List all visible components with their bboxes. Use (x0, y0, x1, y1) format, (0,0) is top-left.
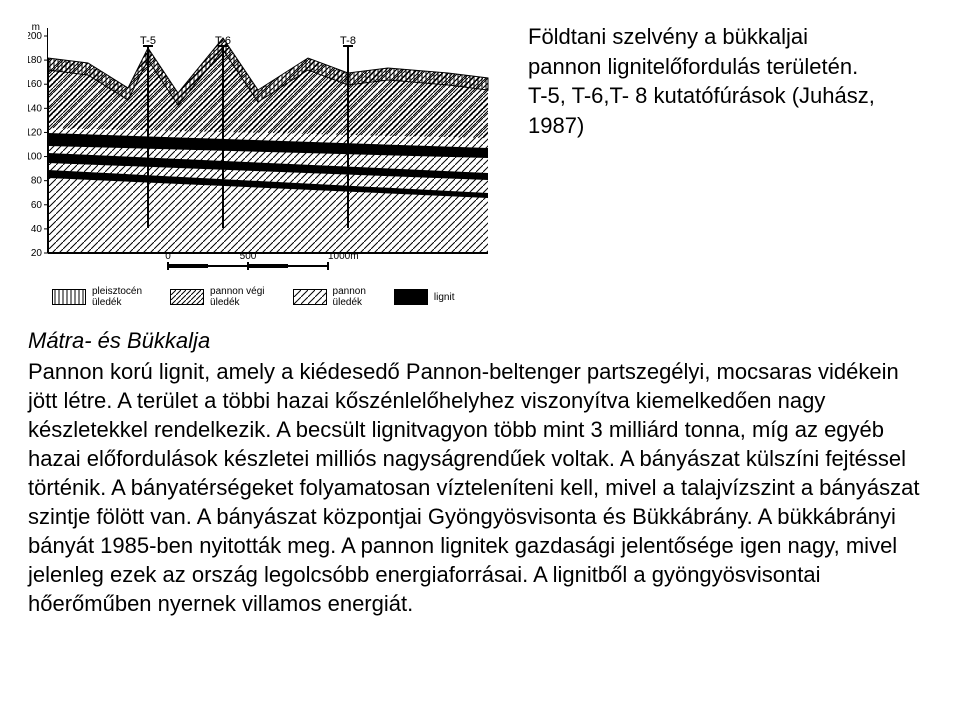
legend-pannon: pannon üledék (293, 286, 366, 308)
legend-pannon-vegi: pannon végi üledék (170, 286, 265, 308)
caption-line: Földtani szelvény a bükkaljai (528, 22, 932, 52)
svg-text:20: 20 (31, 248, 43, 259)
svg-text:T-8: T-8 (340, 35, 356, 47)
legend-label: pannon végi üledék (210, 286, 265, 308)
legend-label: pleisztocén üledék (92, 286, 142, 308)
legend-label: lignit (434, 292, 455, 303)
scale-500: 500 (240, 251, 257, 262)
legend-label: pannon üledék (333, 286, 366, 308)
svg-text:100: 100 (28, 152, 42, 163)
legend-pleistocene: pleisztocén üledék (52, 286, 142, 308)
svg-text:T-5: T-5 (140, 35, 156, 47)
geological-cross-section: m 20018016014012010080604020 T-5T-6T-8 (28, 18, 508, 278)
caption-line: pannon lignitelőfordulás területén. (528, 52, 932, 82)
cross-section-svg: m 20018016014012010080604020 T-5T-6T-8 (28, 18, 508, 278)
pannon-vegi-swatch (170, 289, 204, 305)
body-text: Mátra- és Bükkalja Pannon korú lignit, a… (28, 326, 932, 618)
svg-text:60: 60 (31, 200, 43, 211)
pleistocene-swatch (52, 289, 86, 305)
svg-text:T-6: T-6 (215, 35, 231, 47)
svg-text:80: 80 (31, 176, 43, 187)
pannon-swatch (293, 289, 327, 305)
svg-text:180: 180 (28, 55, 42, 66)
svg-text:160: 160 (28, 79, 42, 90)
scale-0: 0 (165, 251, 171, 262)
section-heading: Mátra- és Bükkalja (28, 326, 932, 355)
caption-line: T-5, T-6,T- 8 kutatófúrások (Juhász, (528, 81, 932, 111)
legend: pleisztocén üledék pannon végi üledék pa… (28, 286, 932, 308)
svg-text:40: 40 (31, 224, 43, 235)
caption-line: 1987) (528, 111, 932, 141)
legend-lignit: lignit (394, 289, 455, 305)
figure-caption: Földtani szelvény a bükkaljai pannon lig… (528, 18, 932, 278)
body-paragraph: Pannon korú lignit, amely a kiédesedő Pa… (28, 359, 919, 616)
svg-text:140: 140 (28, 103, 42, 114)
scale-1000: 1000m (328, 251, 359, 262)
svg-text:200: 200 (28, 31, 42, 42)
lignit-swatch (394, 289, 428, 305)
svg-text:120: 120 (28, 127, 42, 138)
